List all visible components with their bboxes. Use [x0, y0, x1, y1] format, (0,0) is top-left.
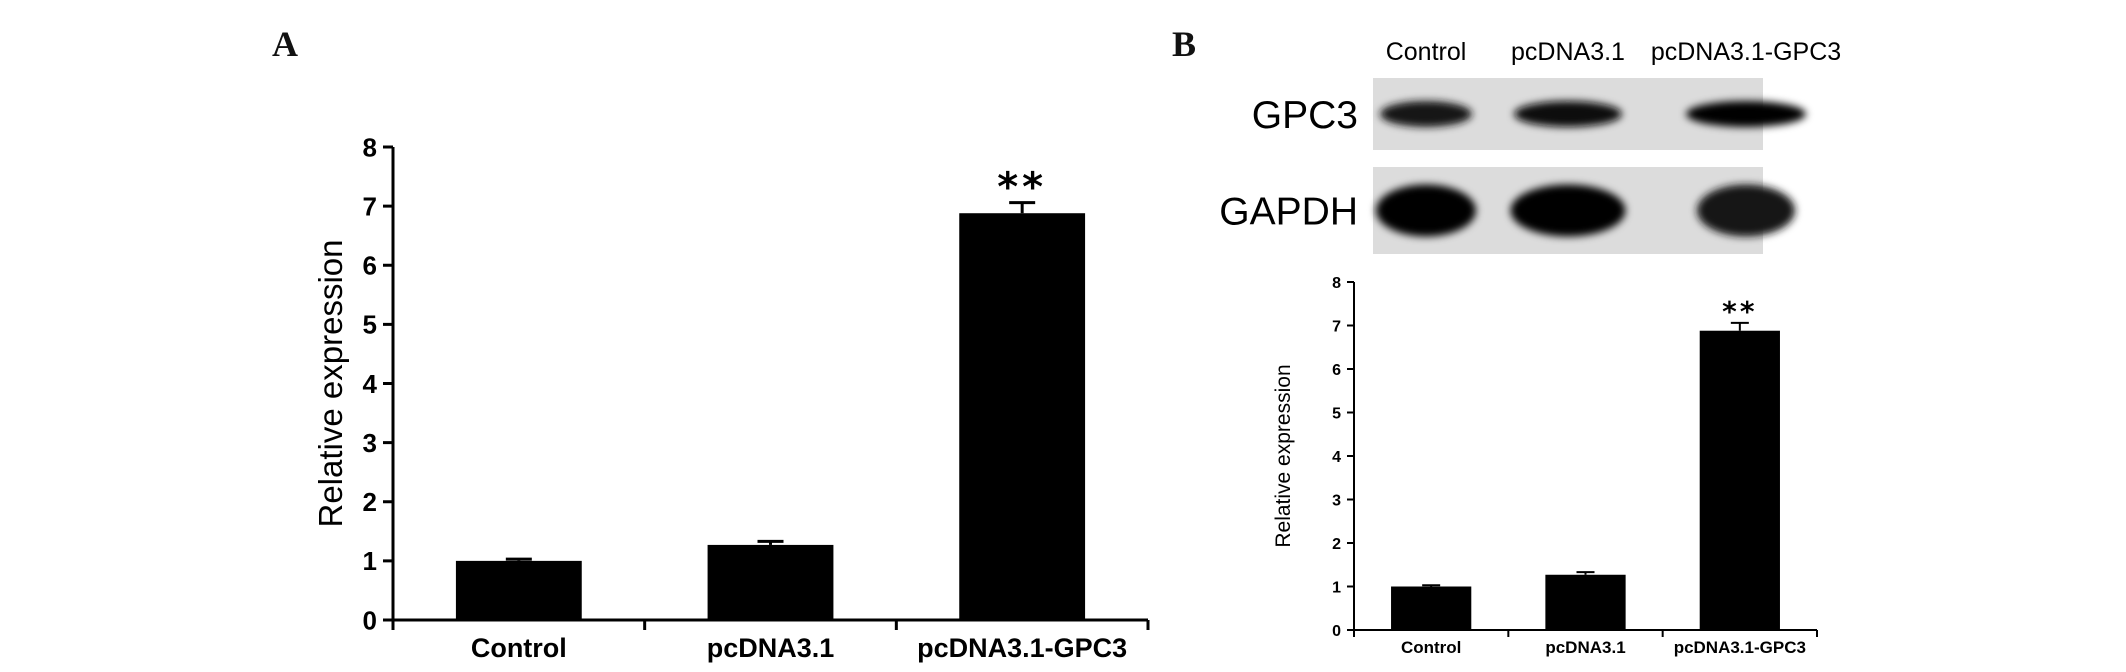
- blot-row-label: GPC3: [1252, 94, 1358, 137]
- western-blot: Control pcDNA3.1 pcDNA3.1-GPC3 GPC3 GAPDH: [1219, 38, 1841, 254]
- y-tick-label: 8: [363, 132, 377, 162]
- y-tick-label: 3: [1332, 492, 1341, 509]
- category-label: pcDNA3.1-GPC3: [917, 633, 1127, 663]
- y-tick-label: 6: [363, 251, 377, 281]
- category-label: pcDNA3.1: [707, 633, 835, 663]
- y-axis-label: Relative expression: [1272, 364, 1295, 547]
- bar-pcdna3-1-gpc3: [959, 213, 1086, 620]
- bar-pcdna3-1: [707, 544, 834, 620]
- blot-lane-label: pcDNA3.1: [1511, 38, 1625, 66]
- y-axis-label: Relative expression: [312, 240, 349, 528]
- bar-pcdna3-1-gpc3: [1699, 330, 1780, 630]
- blot-row-label: GAPDH: [1219, 191, 1358, 234]
- y-tick-label: 6: [1332, 362, 1341, 379]
- category-label: pcDNA3.1-GPC3: [1674, 638, 1806, 657]
- y-tick-label: 5: [363, 310, 377, 340]
- chart-b: 0 1 2 3 4 5 6 7 8 Control pcDNA3.1 ** pcDNA3.1-GPC3 R…: [1272, 275, 1818, 657]
- significance-label: **: [1722, 295, 1757, 328]
- category-label: pcDNA3.1: [1545, 638, 1625, 657]
- y-tick-label: 1: [1332, 579, 1341, 596]
- blot-band: [1697, 184, 1795, 237]
- y-tick-label: 5: [1332, 405, 1341, 422]
- category-label: Control: [1401, 638, 1461, 657]
- y-tick-label: 3: [363, 428, 377, 458]
- y-tick-label: 2: [1332, 536, 1341, 553]
- bar-pcdna3-1: [1545, 574, 1626, 630]
- blot-lane-label: Control: [1386, 38, 1467, 66]
- y-tick-label: 4: [363, 369, 378, 399]
- category-label: Control: [471, 633, 567, 663]
- significance-label: **: [997, 165, 1047, 211]
- chart-a: 0 1 2 3 4 5 6 7 8 Control pcDNA3.1 ** pcDNA3.1-GPC3 R…: [312, 132, 1150, 663]
- y-tick-label: 7: [1332, 318, 1341, 335]
- y-tick-label: 8: [1332, 275, 1341, 292]
- y-tick-label: 4: [1332, 449, 1341, 466]
- blot-band: [1380, 101, 1472, 127]
- panel-a-letter: A: [272, 24, 298, 64]
- y-tick-label: 7: [363, 191, 377, 221]
- blot-band: [1514, 101, 1622, 127]
- y-tick-label: 0: [1332, 623, 1341, 640]
- y-tick-label: 2: [363, 487, 377, 517]
- bar-control: [455, 560, 582, 620]
- blot-band: [1510, 184, 1626, 237]
- y-tick-label: 0: [363, 605, 377, 635]
- blot-band: [1686, 101, 1806, 127]
- panel-b-letter: B: [1172, 24, 1196, 64]
- bar-control: [1391, 586, 1472, 630]
- y-tick-label: 1: [363, 546, 377, 576]
- blot-lane-label: pcDNA3.1-GPC3: [1651, 38, 1841, 66]
- blot-band: [1376, 184, 1476, 237]
